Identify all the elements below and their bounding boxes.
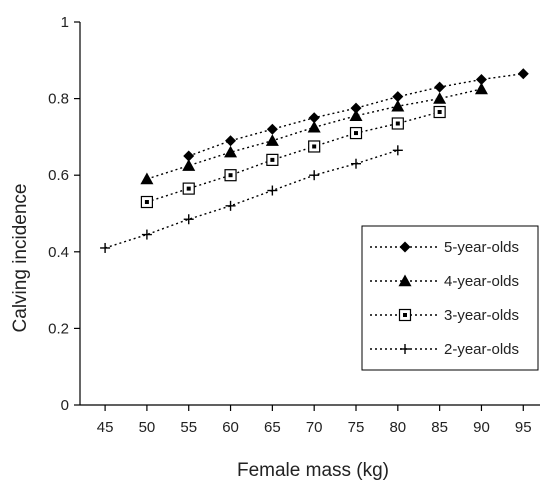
x-tick-label: 90	[473, 419, 490, 436]
series-4-year-olds	[140, 82, 488, 185]
data-point	[434, 81, 446, 93]
data-point	[224, 145, 238, 158]
series-2-year-olds	[100, 145, 403, 253]
legend-items: 5-year-olds 4-year-olds 3-year-olds 2-year-…	[370, 239, 519, 358]
data-point	[183, 214, 194, 225]
series-3-year-olds	[140, 105, 446, 209]
series-group	[100, 68, 529, 253]
data-point	[350, 102, 362, 114]
data-point	[182, 182, 195, 195]
legend-item: 4-year-olds	[370, 273, 519, 290]
y-tick-label: 1	[61, 14, 69, 31]
data-point	[224, 169, 237, 182]
data-point	[140, 172, 154, 185]
legend-label: 2-year-olds	[444, 341, 519, 358]
y-tick-label: 0.6	[48, 167, 69, 184]
data-point	[391, 117, 404, 130]
data-point	[349, 109, 363, 122]
data-point	[266, 153, 279, 166]
data-point	[433, 105, 446, 119]
x-tick-label: 75	[348, 419, 365, 436]
series-line	[146, 88, 482, 180]
data-point	[392, 91, 404, 103]
data-point	[225, 200, 236, 211]
data-point	[475, 73, 487, 85]
legend-item: 3-year-olds	[370, 307, 519, 324]
data-point	[433, 92, 447, 104]
data-point	[517, 68, 529, 80]
y-axis-title: Calving incidence	[10, 184, 31, 333]
x-tick-label: 95	[515, 419, 532, 436]
data-point	[399, 241, 411, 253]
x-tick-label: 70	[306, 419, 323, 436]
data-point	[307, 120, 321, 133]
x-tick-label: 50	[139, 419, 156, 436]
data-point	[100, 242, 111, 253]
series-line	[146, 111, 440, 203]
data-point	[265, 134, 279, 146]
data-point	[398, 308, 412, 322]
y-tick-label: 0.4	[48, 244, 69, 261]
x-ticks: 45 50 55 60 65 70 75 80 85 90 95	[97, 405, 532, 436]
data-point	[141, 229, 152, 240]
x-axis-title: Female mass (kg)	[237, 460, 389, 481]
legend-label: 5-year-olds	[444, 239, 519, 256]
series-5-year-olds	[183, 68, 529, 162]
data-point	[267, 185, 278, 196]
data-point	[308, 112, 320, 124]
x-tick-label: 55	[180, 419, 197, 436]
x-tick-label: 65	[264, 419, 281, 436]
data-point	[392, 145, 403, 156]
data-point	[400, 344, 410, 354]
x-tick-label: 60	[222, 419, 239, 436]
y-ticks: 0 0.2 0.4 0.6 0.8 1	[48, 14, 80, 414]
y-tick-label: 0.2	[48, 320, 69, 337]
data-point	[351, 158, 361, 169]
legend-box	[361, 225, 539, 371]
data-point	[140, 195, 154, 209]
x-tick-label: 85	[431, 419, 448, 436]
y-tick-label: 0	[61, 397, 69, 414]
data-point	[225, 135, 237, 147]
data-point	[183, 150, 195, 162]
legend-item: 2-year-olds	[370, 341, 519, 358]
data-point	[308, 140, 321, 153]
data-point	[398, 274, 412, 287]
legend-item: 5-year-olds	[370, 239, 519, 256]
x-tick-label: 80	[389, 419, 406, 436]
legend-label: 4-year-olds	[444, 273, 519, 290]
data-point	[182, 159, 196, 171]
data-point	[309, 170, 320, 181]
legend: 5-year-olds 4-year-olds 3-year-olds 2-year-…	[361, 225, 539, 371]
plot-area: 0 0.2 0.4 0.6 0.8 1 45 50 55 60 65 70 75 80 85 90 95	[48, 14, 540, 436]
data-point	[266, 123, 278, 135]
y-tick-label: 0.8	[48, 91, 69, 108]
data-point	[391, 99, 405, 112]
series-line	[104, 149, 399, 249]
data-point	[474, 82, 488, 95]
legend-label: 3-year-olds	[444, 307, 519, 324]
x-tick-label: 45	[97, 419, 114, 436]
data-point	[349, 126, 363, 140]
